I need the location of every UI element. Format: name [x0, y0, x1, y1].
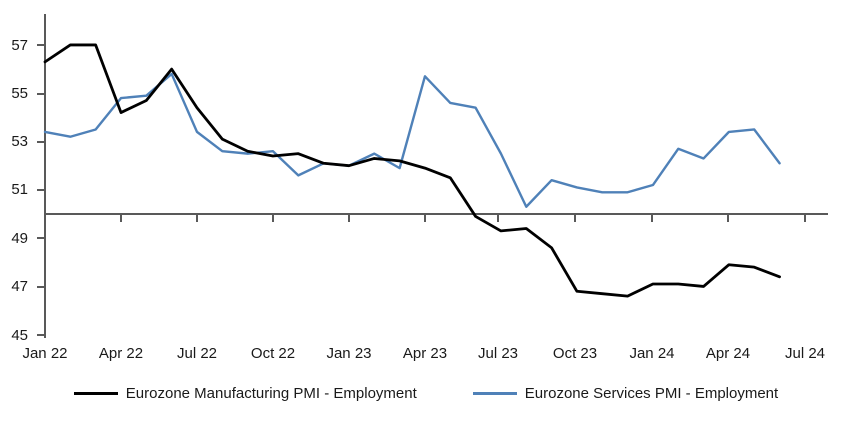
xtick-label-jan-22: Jan 22 — [22, 345, 68, 362]
xtick-label-jul-22: Jul 22 — [176, 345, 218, 362]
xtick-label-jul-24: Jul 24 — [784, 345, 826, 362]
xtick-label-jul-23: Jul 23 — [477, 345, 519, 362]
ytick-label-49: 49 — [11, 230, 28, 247]
ytick-label-45: 45 — [11, 327, 28, 344]
legend-entry-services[interactable]: Eurozone Services PMI - Employment — [472, 385, 779, 402]
legend-swatch-manufacturing — [73, 392, 118, 395]
series-line-manufacturing — [43, 43, 781, 298]
legend-label-manufacturing: Eurozone Manufacturing PMI - Employment — [125, 385, 417, 402]
ytick-label-51: 51 — [11, 181, 28, 198]
legend-entry-manufacturing[interactable]: Eurozone Manufacturing PMI - Employment — [73, 385, 417, 402]
series-line-services — [43, 72, 781, 208]
ytick-label-53: 53 — [11, 133, 28, 150]
ytick-label-47: 47 — [11, 278, 28, 295]
xtick-label-jan-24: Jan 24 — [629, 345, 675, 362]
y-axis-ticks — [37, 44, 45, 336]
legend-swatch-services — [472, 392, 517, 395]
xtick-label-apr-23: Apr 23 — [402, 345, 448, 362]
xtick-label-oct-23: Oct 23 — [552, 345, 598, 362]
xtick-label-jan-23: Jan 23 — [326, 345, 372, 362]
xtick-label-oct-22: Oct 22 — [250, 345, 296, 362]
ytick-label-55: 55 — [11, 85, 28, 102]
x-axis-ticks — [44, 214, 806, 222]
xtick-label-apr-22: Apr 22 — [98, 345, 144, 362]
chart-legend: Eurozone Manufacturing PMI - Employment … — [0, 386, 852, 401]
ytick-label-57: 57 — [11, 37, 28, 54]
xtick-label-apr-24: Apr 24 — [705, 345, 751, 362]
legend-label-services: Eurozone Services PMI - Employment — [524, 385, 779, 402]
